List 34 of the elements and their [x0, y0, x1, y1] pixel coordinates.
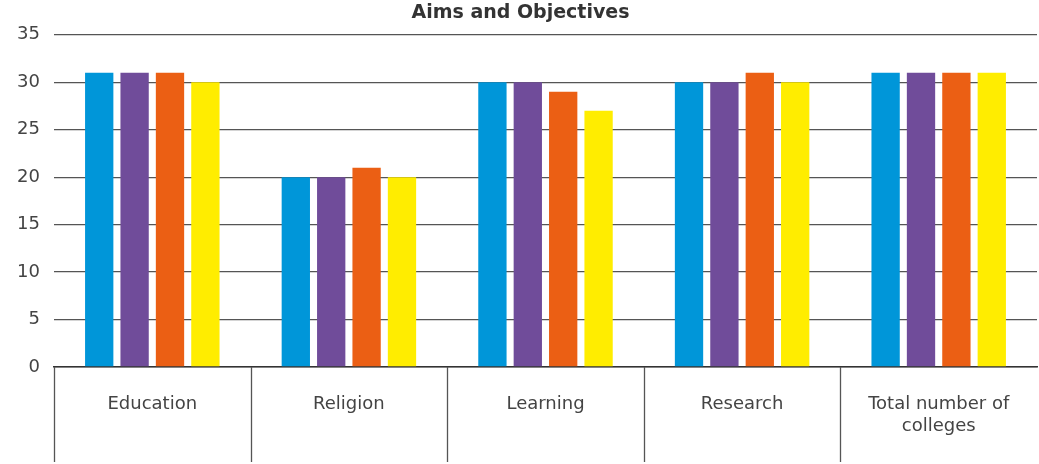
y-tick-label: 25	[17, 117, 40, 139]
bar	[549, 91, 578, 367]
bar	[710, 82, 739, 367]
x-tick-label: Religion	[313, 391, 385, 413]
y-tick-label: 15	[17, 212, 40, 234]
bar	[674, 82, 704, 367]
y-tick-label: 0	[28, 354, 40, 376]
y-tick-label: 20	[17, 164, 40, 186]
x-tick-label: Research	[700, 391, 784, 413]
x-tick-label: Total number of colleges	[867, 391, 1010, 436]
y-tick-label: 30	[17, 69, 40, 91]
bar	[120, 72, 149, 367]
bar	[387, 177, 417, 367]
bar	[942, 72, 971, 367]
bar	[977, 72, 1006, 367]
bar	[745, 72, 774, 367]
bar	[584, 110, 613, 367]
bar	[513, 82, 542, 367]
bar	[317, 177, 346, 367]
bar	[871, 72, 900, 367]
chart-title: Aims and Objectives	[411, 0, 630, 23]
bar	[191, 82, 220, 367]
bar	[352, 167, 381, 367]
y-tick-label: 5	[28, 307, 40, 329]
bar	[85, 72, 114, 367]
bar	[781, 82, 810, 367]
bar	[906, 72, 936, 367]
x-tick-label: Education	[107, 391, 198, 413]
y-tick-label: 10	[17, 259, 40, 281]
x-tick-label: Learning	[506, 391, 585, 413]
bar	[478, 82, 507, 367]
bar	[281, 177, 310, 367]
y-tick-label: 35	[17, 22, 40, 44]
bar	[155, 72, 185, 367]
